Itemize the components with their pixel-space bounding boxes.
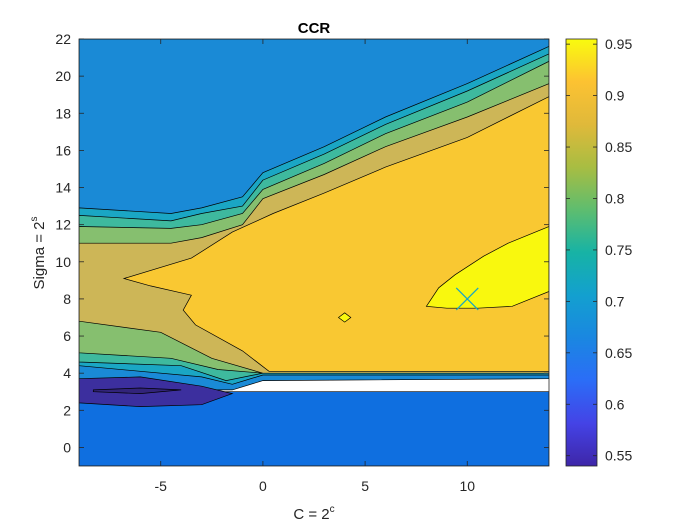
- colorbar-gradient: [565, 38, 598, 467]
- y-tick-label: 12: [55, 217, 71, 233]
- contour-region-10: [92, 387, 182, 394]
- x-tick-label: 0: [259, 478, 267, 494]
- colorbar-tick-label: 0.75: [605, 242, 632, 258]
- contour-region-8: [337, 312, 352, 323]
- plot-area: [78, 38, 550, 467]
- plot-frame: [78, 38, 550, 467]
- y-tick-label: 16: [55, 142, 71, 158]
- x-axis: -5 0 5 10: [155, 39, 475, 494]
- colorbar-tick-label: 0.55: [605, 448, 632, 464]
- y-tick-label: 20: [55, 68, 71, 84]
- colorbar-tick-label: 0.9: [605, 88, 625, 104]
- colorbar-tick-label: 0.95: [605, 36, 632, 52]
- x-tick-label: 5: [361, 478, 369, 494]
- y-tick-label: 6: [63, 328, 71, 344]
- contour-region-0: [79, 391, 549, 466]
- y-tick-label: 8: [63, 291, 71, 307]
- colorbar: 0.55 0.6 0.65 0.7 0.75 0.8 0.85 0.9 0.95: [565, 36, 632, 467]
- contour-region-7: [425, 226, 549, 309]
- y-tick-label: 18: [55, 105, 71, 121]
- x-tick-label: -5: [155, 478, 168, 494]
- colorbar-tick-label: 0.6: [605, 396, 625, 412]
- y-axis: 0 2 4 6 8 10 12 14 16 18 20 22: [55, 31, 549, 455]
- y-tick-label: 4: [63, 365, 71, 381]
- y-tick-label: 14: [55, 180, 71, 196]
- y-axis-label: Sigma = 2s: [29, 217, 48, 290]
- y-tick-label: 10: [55, 254, 71, 270]
- x-axis-label: C = 2c: [293, 504, 334, 523]
- y-tick-label: 22: [55, 31, 71, 47]
- colorbar-tick-label: 0.65: [605, 345, 632, 361]
- x-tick-label: 10: [459, 478, 475, 494]
- colorbar-tick-label: 0.7: [605, 293, 625, 309]
- chart-title: CCR: [298, 20, 331, 37]
- colorbar-tick-label: 0.8: [605, 190, 625, 206]
- y-tick-label: 2: [63, 402, 71, 418]
- y-tick-label: 0: [63, 439, 71, 455]
- colorbar-tick-label: 0.85: [605, 139, 632, 155]
- best-point-marker: [455, 287, 479, 311]
